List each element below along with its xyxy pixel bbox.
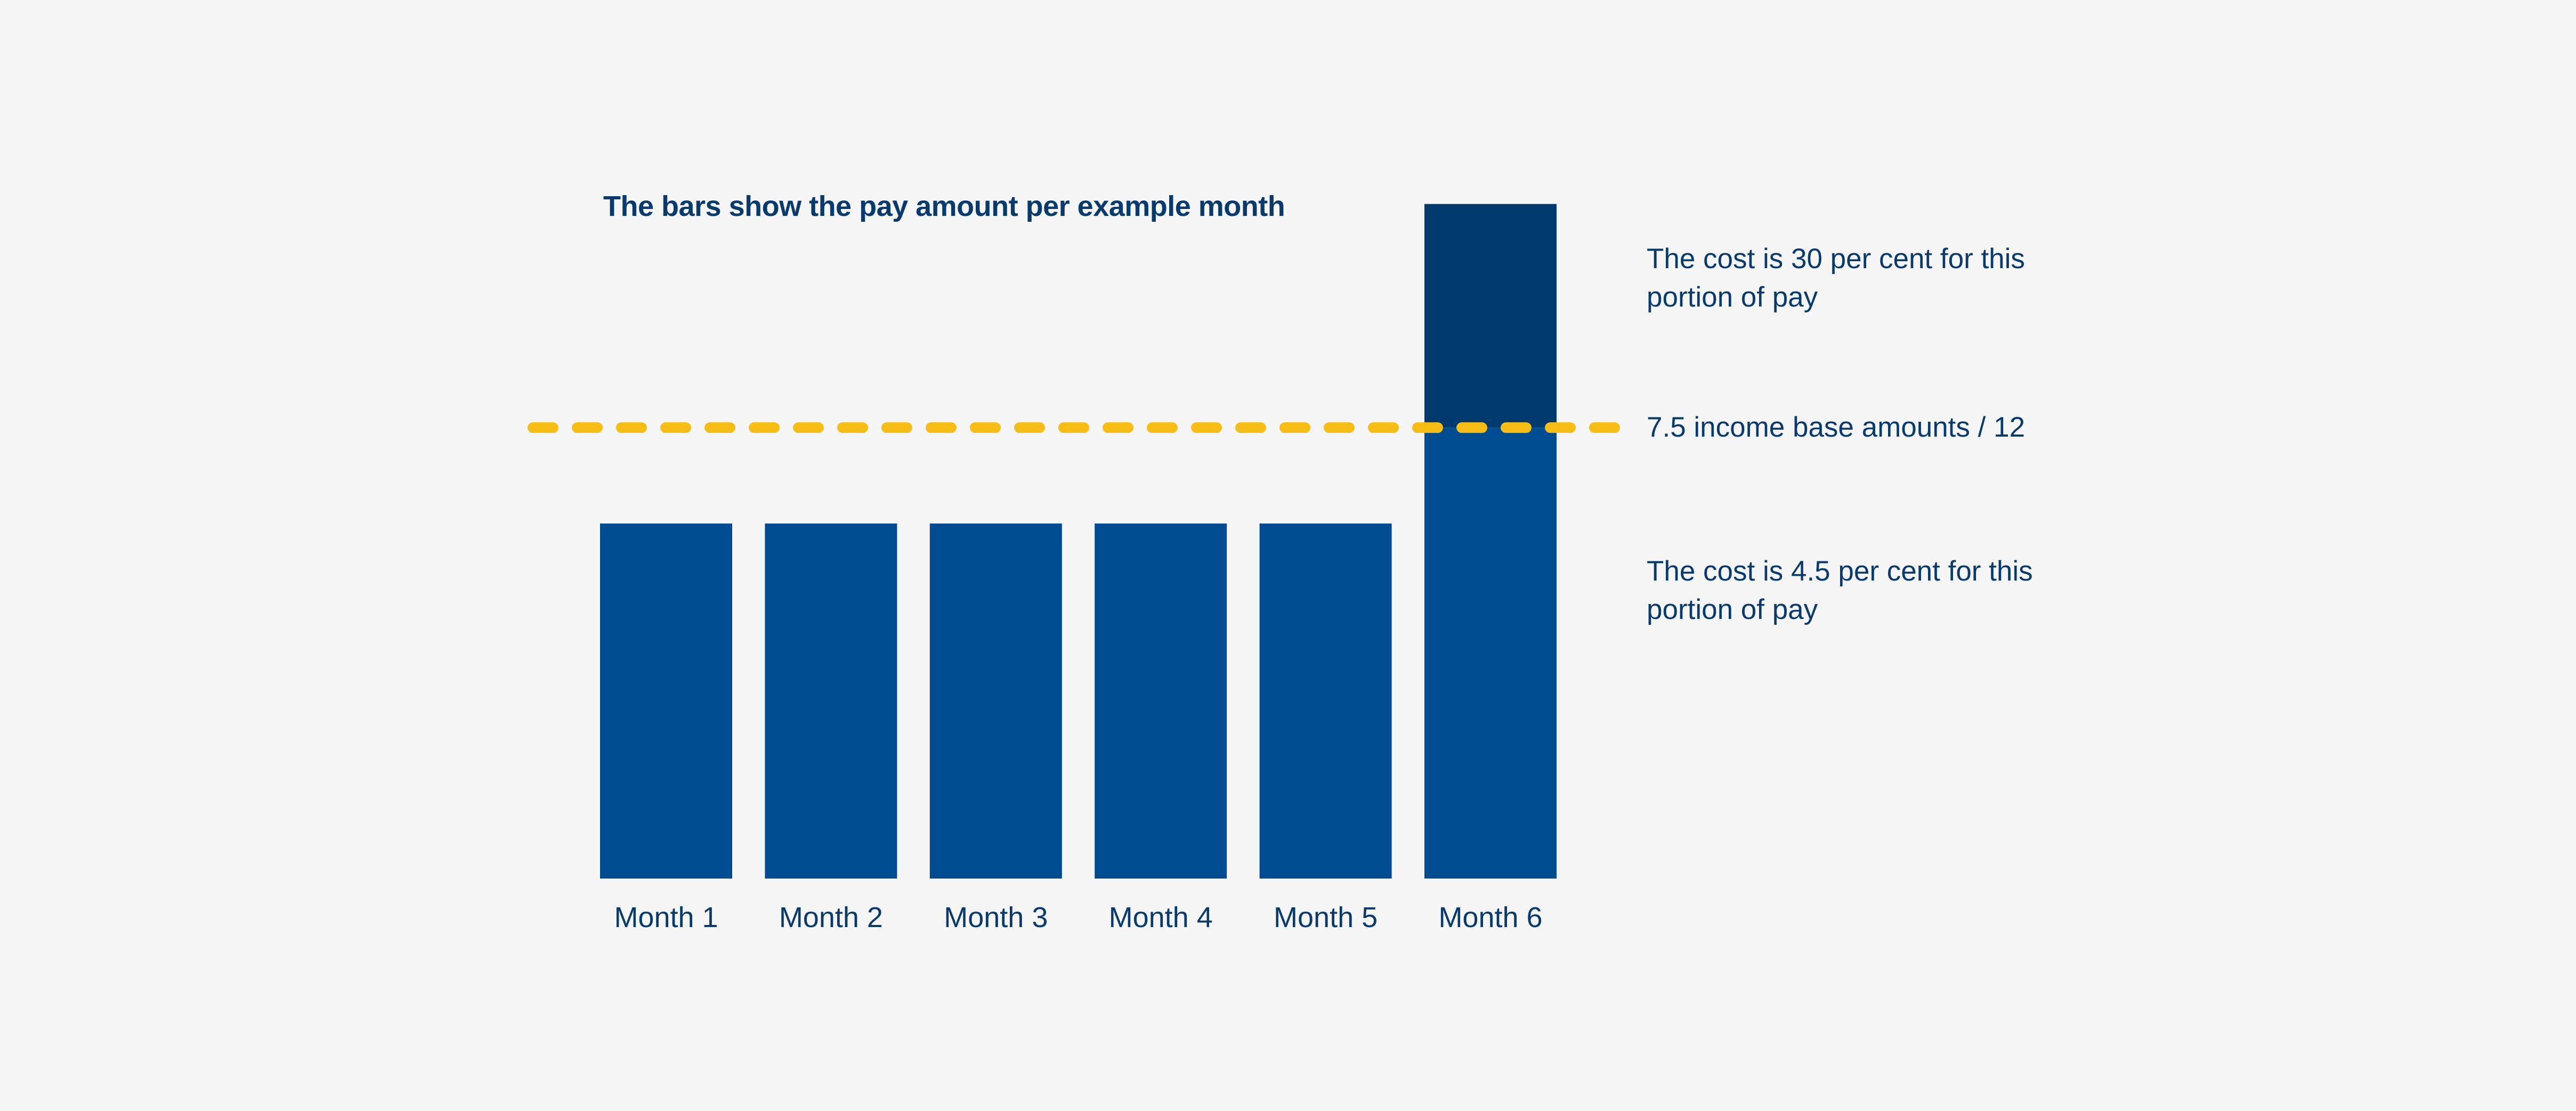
x-tick-label-3: Month 3	[944, 901, 1048, 933]
chart-title: The bars show the pay amount per example…	[603, 190, 1285, 222]
bar-6-below-threshold	[1424, 428, 1557, 879]
x-tick-label-1: Month 1	[614, 901, 718, 933]
annotation-below-threshold: The cost is 4.5 per cent for this portio…	[1647, 556, 2033, 625]
bar-4	[1095, 524, 1227, 879]
bar-6-above-threshold	[1424, 204, 1557, 428]
threshold-label: 7.5 income base amounts / 12	[1647, 412, 2026, 444]
bar-2	[765, 524, 897, 879]
x-tick-label-5: Month 5	[1274, 901, 1378, 933]
x-tick-label-6: Month 6	[1438, 901, 1543, 933]
x-tick-label-2: Month 2	[779, 901, 883, 933]
bar-3	[929, 524, 1062, 879]
x-tick-label-4: Month 4	[1108, 901, 1213, 933]
bars-layer	[600, 204, 1557, 879]
bar-1	[600, 524, 732, 879]
annotation-above-threshold: The cost is 30 per cent for this portion…	[1647, 243, 2025, 313]
bar-5	[1259, 524, 1392, 879]
